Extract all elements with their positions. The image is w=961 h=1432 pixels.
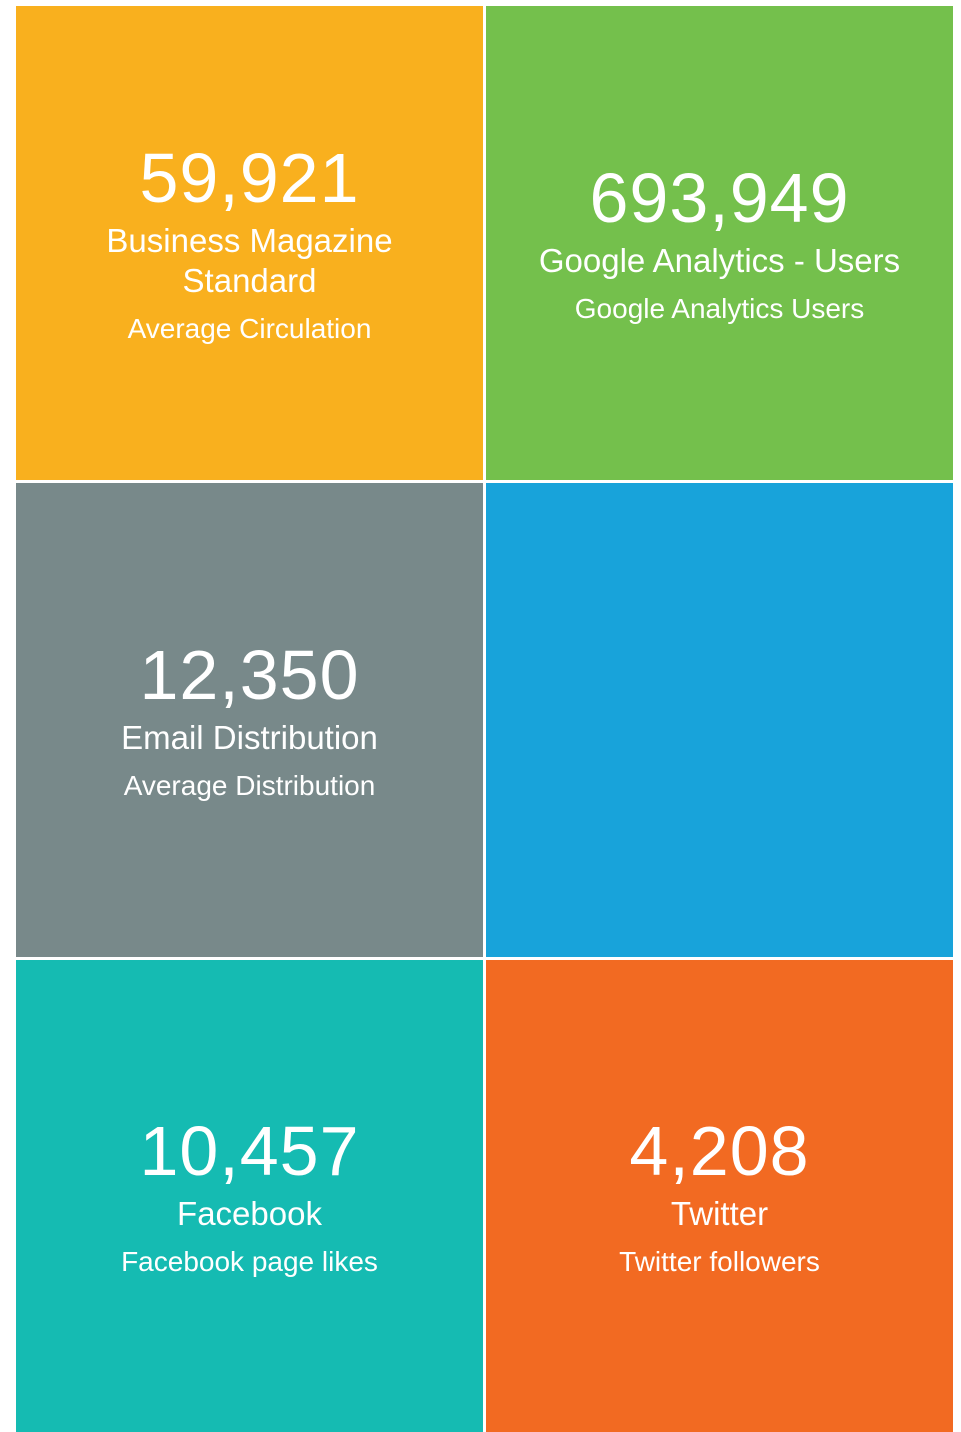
stat-subtitle: Average Circulation [127,313,372,344]
stat-title: Email Distribution [121,719,378,756]
stat-tile: 10,457 Facebook Facebook page likes [16,960,483,1432]
stat-number: 12,350 [139,636,360,714]
stat-title: Google Analytics - Users [538,242,901,279]
stat-subtitle: Google Analytics Users [574,293,865,324]
stat-subtitle: Average Distribution [123,770,376,801]
stat-subtitle: Facebook page likes [121,1246,378,1277]
stat-title: Twitter [670,1195,769,1232]
stat-number: 10,457 [139,1112,360,1190]
stat-tile: 4,208 Twitter Twitter followers [486,960,953,1432]
empty-tile [486,483,953,957]
stat-title: Facebook [177,1195,322,1232]
stat-tile: 12,350 Email Distribution Average Distri… [16,483,483,957]
stat-tile: 693,949 Google Analytics - Users Google … [486,6,953,480]
stat-subtitle: Twitter followers [619,1246,820,1277]
stat-number: 59,921 [139,139,360,217]
stat-title: Business Magazine Standard [106,222,393,299]
stat-tile: 59,921 Business Magazine Standard Averag… [16,6,483,480]
stat-number: 693,949 [589,159,850,237]
stat-number: 4,208 [629,1112,810,1190]
